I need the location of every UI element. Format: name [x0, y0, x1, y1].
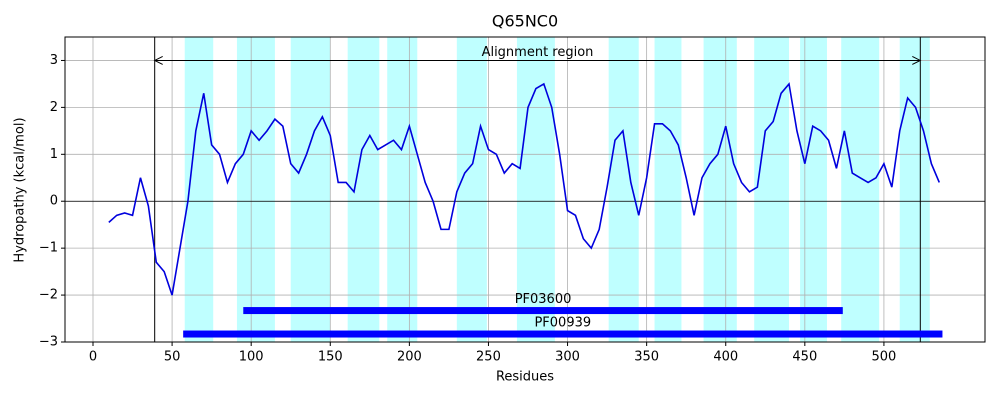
x-tick-label: 100 [239, 350, 264, 365]
shaded-region [754, 37, 790, 342]
y-tick-label: 2 [50, 100, 58, 115]
y-tick-label: −3 [39, 335, 58, 350]
shaded-region [608, 37, 639, 342]
shaded-region [456, 37, 487, 342]
chart-title: Q65NC0 [492, 12, 558, 31]
shaded-region [800, 37, 827, 342]
x-tick-label: 300 [555, 350, 580, 365]
x-tick-label: 150 [318, 350, 343, 365]
plot-frame [64, 36, 986, 343]
domain-label: PF03600 [515, 292, 572, 307]
x-tick-label: 400 [713, 350, 738, 365]
domain-label: PF00939 [534, 316, 591, 331]
shaded-region [290, 37, 331, 342]
y-axis-label: Hydropathy (kcal/mol) [13, 117, 28, 262]
x-tick-label: 450 [792, 350, 817, 365]
x-tick-label: 200 [397, 350, 422, 365]
x-tick-label: 250 [476, 350, 501, 365]
y-tick-label: −2 [39, 288, 58, 303]
y-tick-label: −1 [39, 241, 58, 256]
domain-bar [243, 307, 843, 315]
shaded-region [654, 37, 682, 342]
x-tick-label: 0 [89, 350, 97, 365]
x-tick-label: 350 [634, 350, 659, 365]
shaded-region [841, 37, 880, 342]
y-tick-label: 3 [50, 53, 58, 68]
y-tick-label: 1 [50, 147, 58, 162]
arrow-head [153, 56, 922, 65]
x-tick-label: 50 [164, 350, 181, 365]
domain-bar [183, 330, 943, 338]
shaded-region [703, 37, 737, 342]
shaded-region [899, 37, 930, 342]
hydropathy-line [108, 82, 941, 296]
alignment-label: Alignment region [482, 45, 594, 60]
x-axis-label: Residues [496, 370, 554, 385]
shaded-region [236, 37, 275, 342]
x-tick-label: 500 [872, 350, 897, 365]
shaded-region [387, 37, 418, 342]
y-tick-label: 0 [50, 194, 58, 209]
